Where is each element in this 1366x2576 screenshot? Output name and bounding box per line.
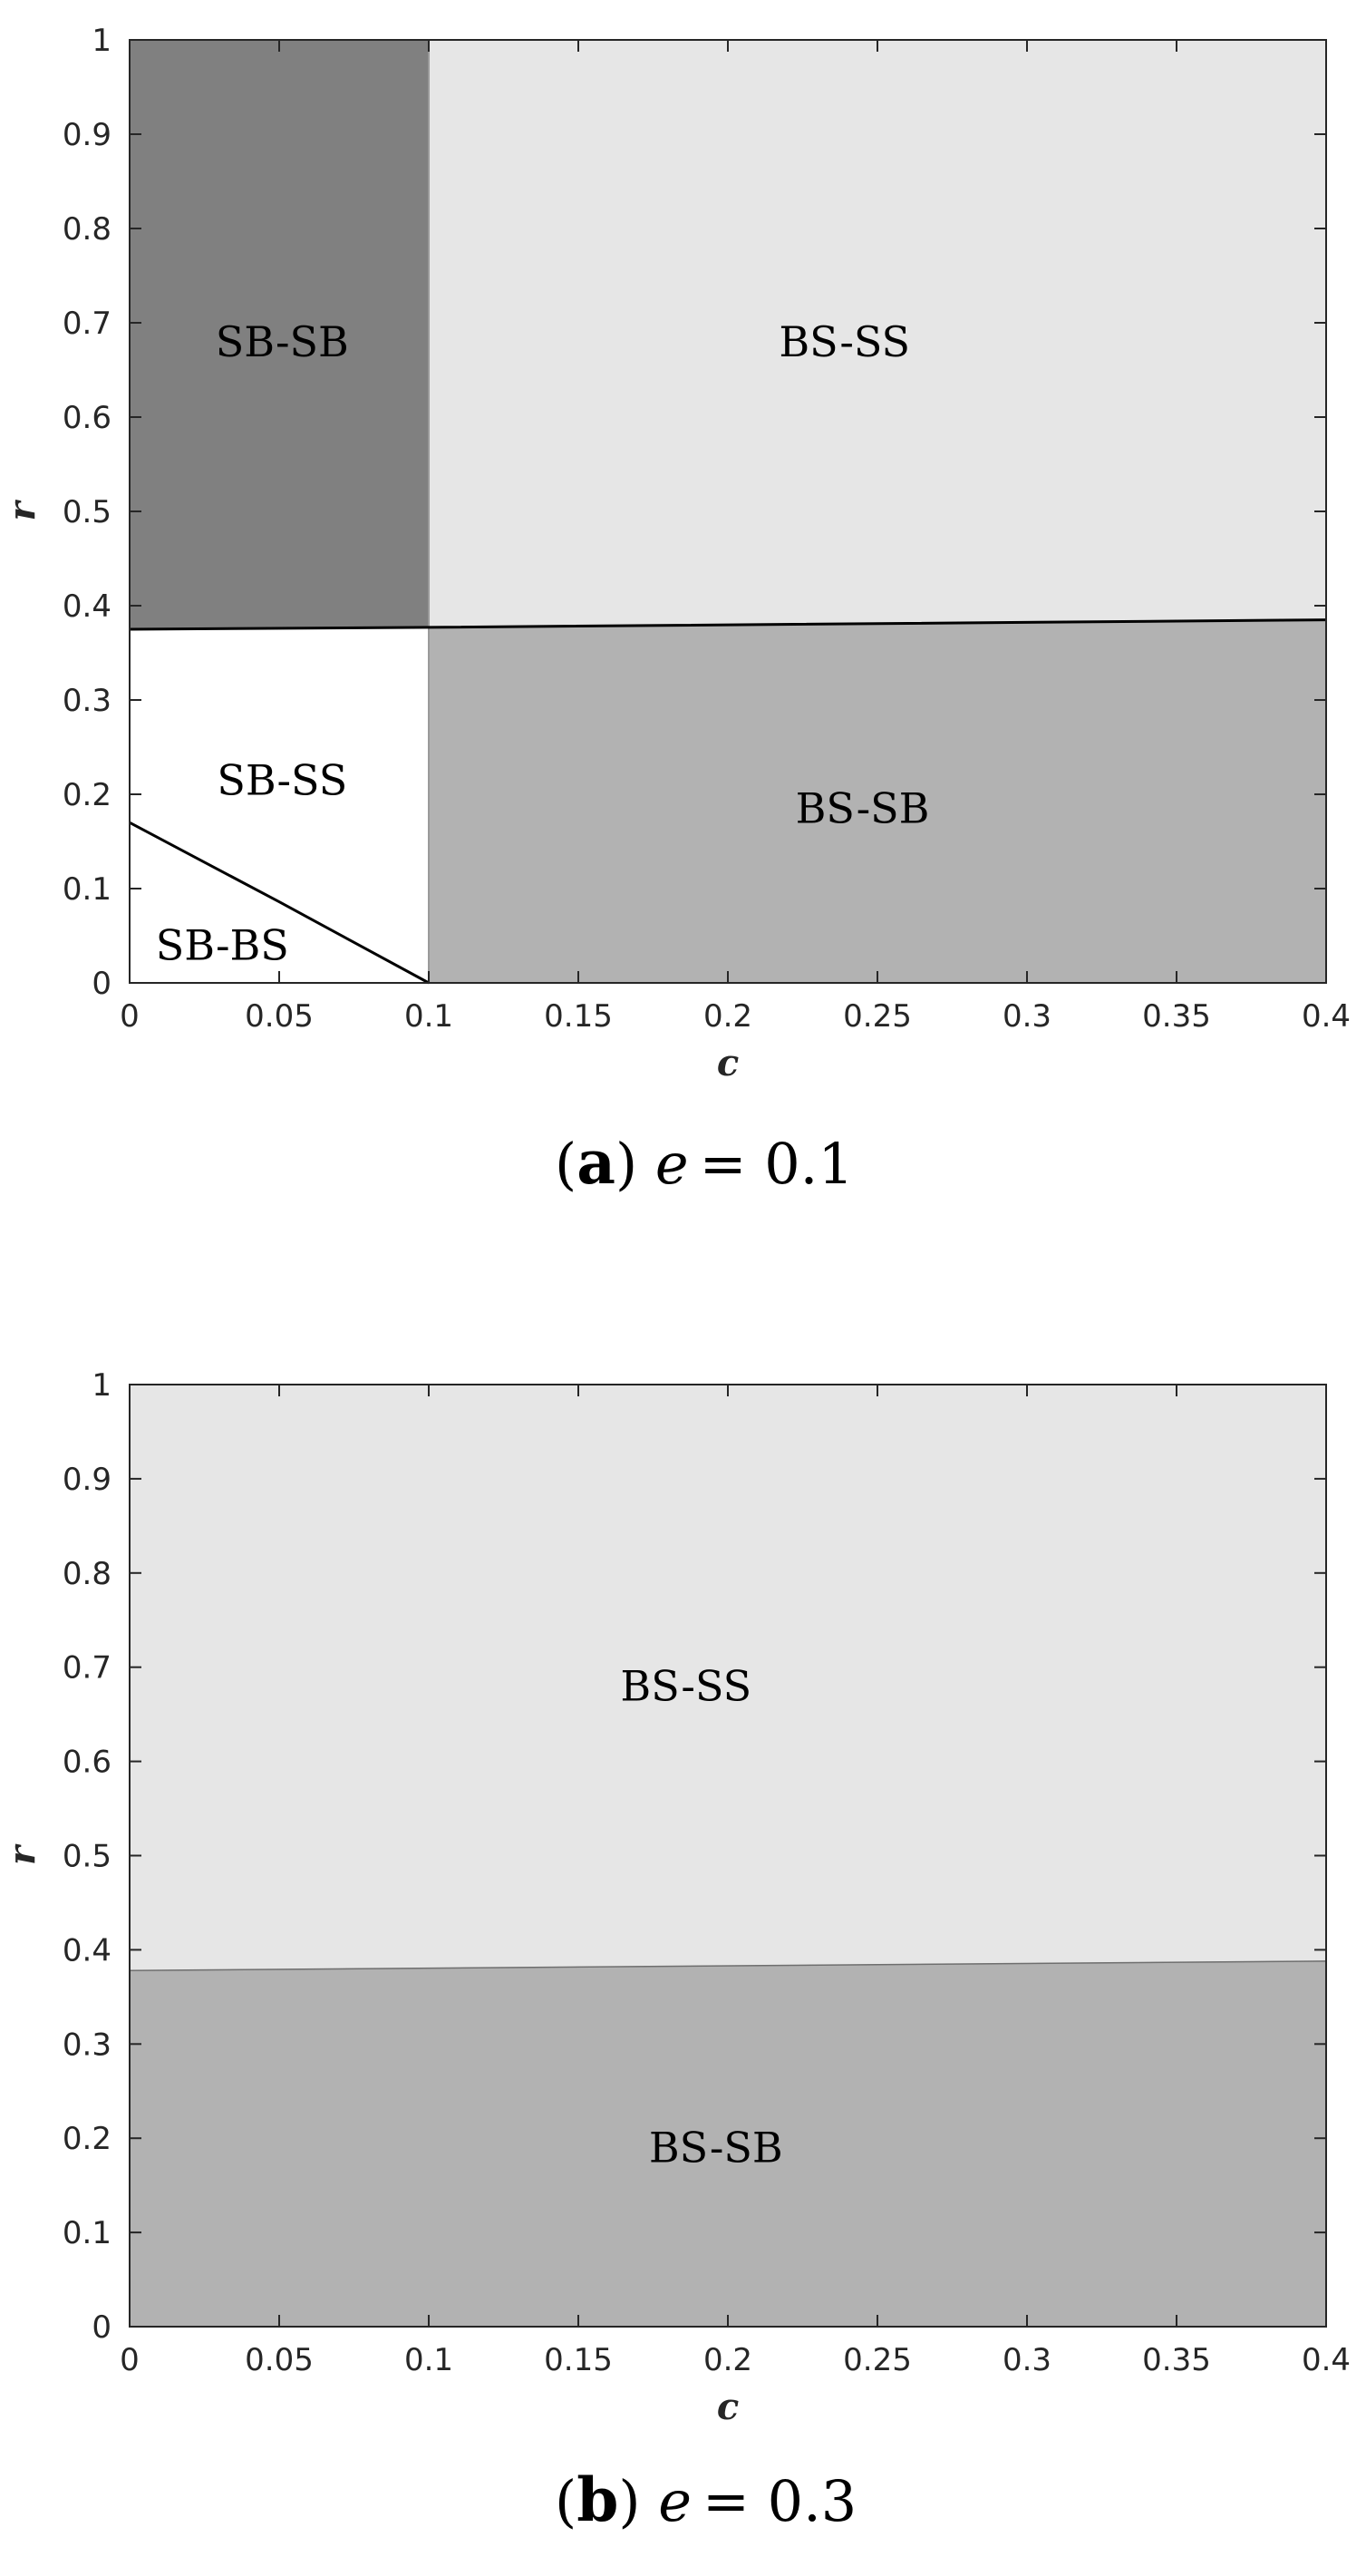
caption-param: e bbox=[658, 2468, 692, 2534]
x-tick-label: 0.25 bbox=[843, 2342, 912, 2378]
y-tick-label: 0.9 bbox=[63, 117, 111, 153]
x-tick-label: 0.2 bbox=[703, 2342, 752, 2378]
y-tick-label: 0.2 bbox=[63, 777, 111, 813]
y-tick-label: 0.6 bbox=[63, 1745, 111, 1781]
region-label-sb-bs: SB-BS bbox=[156, 920, 289, 969]
y-tick-label: 0.1 bbox=[63, 2215, 111, 2251]
x-tick-label: 0.2 bbox=[703, 998, 752, 1035]
y-tick-label: 1 bbox=[92, 1367, 111, 1404]
x-tick-label: 0.1 bbox=[404, 2342, 453, 2378]
boundary-line bbox=[129, 618, 1327, 631]
y-tick-label: 0.5 bbox=[63, 1839, 111, 1875]
chart-panel-b: 0 0.05 0.1 0.15 0.2 0.25 0.3 0.35 0.4 0 0.1 0.2 0.3 0… bbox=[1, 1367, 1351, 2535]
x-tick-label: 0 bbox=[120, 998, 140, 1035]
y-axis-label: r bbox=[1, 500, 44, 521]
x-tick-label: 0.4 bbox=[1302, 2342, 1351, 2378]
caption-value: = 0.3 bbox=[702, 2468, 857, 2534]
x-axis-label: c bbox=[717, 2386, 739, 2428]
region-label-bs-ss: BS-SS bbox=[620, 1661, 751, 1710]
x-tick-label: 0.15 bbox=[544, 998, 613, 1035]
caption-value: = 0.1 bbox=[700, 1131, 854, 1197]
x-tick-label: 0.05 bbox=[245, 998, 314, 1035]
y-tick-label: 0.3 bbox=[63, 683, 111, 719]
panel-caption: (a) e = 0.1 bbox=[555, 1127, 854, 1198]
y-tick-label: 0.7 bbox=[63, 306, 111, 342]
x-tick-label: 0.35 bbox=[1142, 998, 1211, 1035]
y-tick-label: 0.1 bbox=[63, 871, 111, 908]
y-tick-label: 0.8 bbox=[63, 211, 111, 248]
caption-paren-close: ) bbox=[618, 2468, 658, 2534]
x-tick-label: 0.05 bbox=[245, 2342, 314, 2378]
boundary-line bbox=[129, 1960, 1327, 1972]
y-tick-label: 0.9 bbox=[63, 1462, 111, 1498]
x-tick-label: 0 bbox=[120, 2342, 140, 2378]
x-tick-label: 0.3 bbox=[1003, 2342, 1051, 2378]
x-tick-label: 0.15 bbox=[544, 2342, 613, 2378]
x-tick-label: 0.4 bbox=[1302, 998, 1351, 1035]
y-tick-label: 0.8 bbox=[63, 1556, 111, 1592]
y-tick-label: 0 bbox=[92, 966, 111, 1002]
caption-paren-open: ( bbox=[555, 2468, 576, 2534]
region-label-sb-sb: SB-SB bbox=[216, 317, 349, 366]
caption-paren-open: ( bbox=[555, 1131, 576, 1197]
y-tick-label: 0 bbox=[92, 2309, 111, 2346]
x-tick-label: 0.1 bbox=[404, 998, 453, 1035]
y-tick-label: 0.5 bbox=[63, 494, 111, 530]
y-tick-label: 1 bbox=[92, 23, 111, 59]
region-label-bs-sb: BS-SB bbox=[649, 2124, 783, 2173]
chart-panel-a: 0 0.05 0.1 0.15 0.2 0.25 0.3 0.35 0.4 0 0.1 0.2 0.3 0… bbox=[1, 23, 1351, 1198]
y-tick-label: 0.6 bbox=[63, 400, 111, 436]
boundary-line bbox=[129, 821, 430, 985]
y-tick-label: 0.4 bbox=[63, 1932, 111, 1968]
caption-param: e bbox=[655, 1131, 689, 1197]
y-tick-label: 0.3 bbox=[63, 2027, 111, 2063]
x-tick-label: 0.3 bbox=[1003, 998, 1051, 1035]
x-axis-label: c bbox=[717, 1042, 739, 1084]
panel-caption: (b) e = 0.3 bbox=[555, 2464, 857, 2535]
caption-paren-close: ) bbox=[615, 1131, 655, 1197]
y-axis-label: r bbox=[1, 1843, 44, 1865]
x-tick-label: 0.35 bbox=[1142, 2342, 1211, 2378]
caption-letter: a bbox=[576, 1127, 615, 1198]
y-tick-label: 0.4 bbox=[63, 588, 111, 625]
x-tick-label: 0.25 bbox=[843, 998, 912, 1035]
region-label-bs-sb: BS-SB bbox=[796, 784, 930, 833]
region-label-sb-ss: SB-SS bbox=[217, 755, 347, 804]
region-label-bs-ss: BS-SS bbox=[779, 317, 910, 366]
caption-letter: b bbox=[576, 2464, 618, 2535]
y-tick-label: 0.7 bbox=[63, 1650, 111, 1687]
y-tick-label: 0.2 bbox=[63, 2121, 111, 2157]
